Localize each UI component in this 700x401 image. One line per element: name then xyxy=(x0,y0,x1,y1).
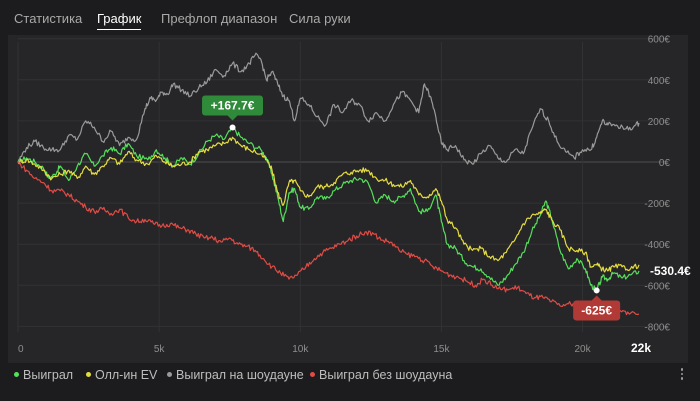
annotation-badge xyxy=(202,95,264,116)
annotation-label: +167.7€ xyxy=(211,99,255,113)
y-tick-label: -800€ xyxy=(644,322,670,333)
legend-item-allin-ev[interactable]: Олл-ин EV xyxy=(86,368,157,382)
annotation-pointer xyxy=(591,295,602,301)
y-tick-label: -600€ xyxy=(644,281,670,292)
series-lines xyxy=(17,52,640,316)
y-tick-label: 200€ xyxy=(648,117,671,128)
tab-preflop-range[interactable]: Префлоп диапазон xyxy=(161,11,278,26)
x-tick-label: 22k xyxy=(631,341,651,355)
x-tick-label: 20k xyxy=(574,344,591,355)
y-tick-label: -200€ xyxy=(644,199,670,210)
legend-item-won[interactable]: Выиграл xyxy=(14,368,73,382)
y-tick-label: 0€ xyxy=(659,158,671,169)
x-tick-label: 15k xyxy=(433,344,450,355)
x-tick-label: 0 xyxy=(18,344,24,355)
annotations: +167.7€ -625€ -530.4€ xyxy=(202,95,691,321)
legend-dot-won xyxy=(14,372,19,378)
tab-hand-strength[interactable]: Сила руки xyxy=(289,11,351,26)
legend-dot-allin-ev xyxy=(86,372,91,378)
legend-dot-non-showdown xyxy=(310,372,315,378)
series-line xyxy=(17,52,640,165)
legend-label-allin-ev: Олл-ин EV xyxy=(95,368,158,382)
legend-item-showdown[interactable]: Выиграл на шоудауне xyxy=(167,368,304,382)
series-line xyxy=(17,136,640,273)
x-tick-label: 5k xyxy=(154,344,166,355)
legend-label-non-showdown: Выиграл без шоудауна xyxy=(319,368,453,382)
legend-dot-showdown xyxy=(167,372,172,378)
more-vertical-icon[interactable] xyxy=(678,366,686,384)
annotation-marker xyxy=(593,287,600,294)
chart-grid xyxy=(17,38,668,332)
x-axis-ticks: 0 5k 10k 15k 20k 22k xyxy=(18,341,651,355)
tab-statistics[interactable]: Статистика xyxy=(14,11,83,26)
y-axis-ticks: 600€ 400€ 200€ 0€ -200€ -400€ -600€ -800€ xyxy=(644,35,670,334)
y-tick-label: 400€ xyxy=(648,76,671,87)
annotation-marker xyxy=(229,124,236,131)
series-line xyxy=(17,126,640,291)
tab-graph[interactable]: График xyxy=(97,11,142,30)
legend-label-showdown: Выиграл на шоудауне xyxy=(176,368,304,382)
annotation-pointer xyxy=(227,115,238,121)
series-line xyxy=(17,161,640,316)
legend-item-non-showdown[interactable]: Выиграл без шоудауна xyxy=(310,368,452,382)
legend-label-won: Выиграл xyxy=(23,368,74,382)
y-tick-label: 600€ xyxy=(648,35,671,46)
x-tick-label: 10k xyxy=(292,344,309,355)
y-tick-label: -400€ xyxy=(644,240,670,251)
end-value-label: -530.4€ xyxy=(650,264,691,278)
annotation-label: -625€ xyxy=(581,303,612,317)
tab-bar: Статистика График Префлоп диапазон Сила … xyxy=(0,0,700,34)
annotation-badge xyxy=(573,300,621,321)
